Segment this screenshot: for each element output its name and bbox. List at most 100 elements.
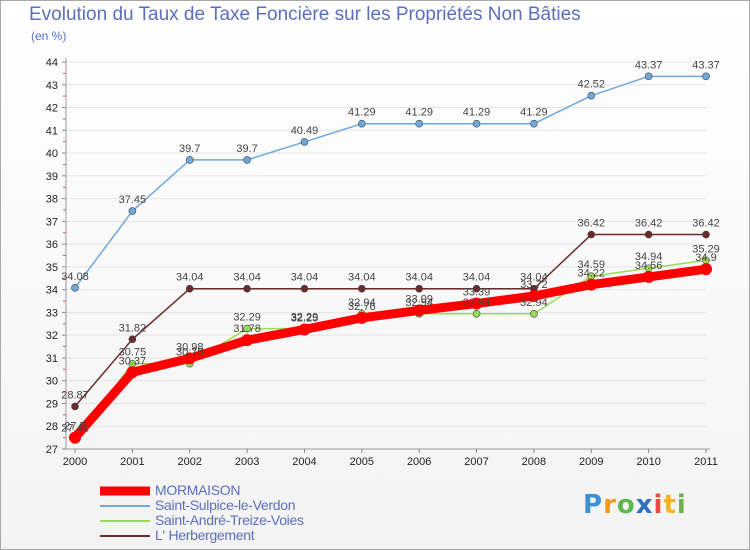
- data-point: [183, 352, 196, 365]
- logo-letter: i: [653, 490, 664, 520]
- data-label: 36.42: [635, 218, 663, 230]
- x-tick-label: 2010: [636, 456, 660, 468]
- legend-swatch: [100, 535, 150, 537]
- data-point: [415, 119, 423, 128]
- data-label: 32.25: [291, 312, 319, 324]
- y-tick-label: 39: [46, 171, 58, 183]
- series-line: [74, 233, 707, 408]
- data-point: [527, 290, 540, 303]
- y-tick-label: 42: [46, 103, 58, 115]
- x-tick-label: 2011: [694, 456, 718, 468]
- unit-label: (en %): [31, 29, 67, 43]
- y-tick-label: 40: [46, 148, 58, 160]
- data-point: [472, 309, 481, 318]
- data-point: [185, 156, 194, 164]
- data-label: 30.98: [176, 341, 204, 353]
- data-label: 34.04: [520, 272, 548, 284]
- y-tick-label: 31: [46, 353, 58, 365]
- data-point: [241, 334, 254, 347]
- data-point: [128, 335, 137, 344]
- data-label: 32.29: [233, 312, 261, 324]
- data-label: 32.94: [463, 297, 491, 309]
- data-label: 28.87: [61, 389, 89, 401]
- data-point: [472, 284, 481, 293]
- data-label: 35.29: [692, 243, 720, 255]
- data-point: [642, 270, 655, 283]
- data-point: [355, 311, 368, 324]
- logo-letter: x: [635, 490, 654, 520]
- logo-letter: i: [676, 490, 687, 520]
- data-label: 32.94: [520, 297, 548, 309]
- y-tick-label: 35: [46, 262, 58, 274]
- data-point: [472, 119, 481, 128]
- y-tick-label: 27: [46, 444, 58, 456]
- legend-label: MORMAISON: [155, 482, 241, 498]
- data-label: 31.82: [119, 322, 147, 334]
- legend-swatch: [100, 486, 150, 496]
- data-point: [587, 91, 596, 100]
- data-label: 41.29: [463, 107, 491, 119]
- y-tick-label: 30: [46, 376, 58, 388]
- data-label: 34.04: [291, 272, 319, 284]
- data-label: 43.37: [635, 59, 663, 71]
- data-label: 36.42: [578, 218, 606, 230]
- logo-letter: P: [583, 490, 604, 520]
- data-label: 39.7: [179, 143, 200, 155]
- data-label: 32.94: [348, 297, 376, 309]
- data-point: [415, 284, 423, 293]
- y-tick-label: 29: [46, 398, 58, 410]
- data-point: [585, 278, 598, 291]
- data-point: [702, 230, 710, 239]
- legend-swatch: [100, 505, 150, 507]
- y-tick-label: 38: [46, 194, 58, 206]
- series-line: [70, 264, 711, 443]
- data-label: 39.7: [236, 143, 257, 155]
- data-point: [185, 284, 194, 293]
- data-point: [243, 156, 251, 164]
- data-label: 33.09: [405, 293, 433, 305]
- data-label: 30.75: [176, 347, 204, 359]
- chart-title: Evolution du Taux de Taxe Foncière sur l…: [29, 4, 581, 25]
- x-tick-label: 2002: [177, 456, 201, 468]
- y-tick-label: 37: [46, 216, 58, 228]
- data-label: 34.56: [635, 260, 663, 272]
- series-line: [74, 75, 707, 289]
- data-label: 42.52: [578, 79, 606, 91]
- data-point: [126, 366, 139, 379]
- data-point: [300, 138, 309, 146]
- data-label: 33.39: [463, 287, 491, 299]
- data-label: 32.76: [348, 301, 376, 313]
- data-point: [298, 323, 311, 336]
- data-label: 41.29: [520, 107, 548, 119]
- data-label: 34.94: [635, 251, 663, 263]
- data-label: 41.29: [348, 107, 376, 119]
- data-point: [530, 119, 538, 128]
- data-point: [587, 230, 596, 239]
- data-label: 34.04: [348, 272, 376, 284]
- data-label: 34.04: [233, 272, 261, 284]
- legend-swatch: [100, 520, 150, 522]
- y-tick-label: 41: [46, 125, 58, 137]
- data-label: 31.78: [233, 323, 261, 335]
- data-point: [644, 72, 653, 81]
- y-tick-label: 43: [46, 80, 58, 92]
- data-label: 40.49: [291, 125, 319, 137]
- data-point: [702, 72, 710, 81]
- data-label: 34.22: [578, 268, 606, 280]
- x-tick-label: 2007: [464, 456, 488, 468]
- data-point: [530, 309, 538, 318]
- data-label: 32.29: [291, 312, 319, 324]
- data-label: 36.42: [692, 218, 720, 230]
- data-label: 37.45: [119, 194, 147, 206]
- data-label: 30.75: [119, 347, 147, 359]
- data-point: [69, 431, 81, 444]
- data-label: 34.9: [695, 252, 716, 264]
- logo-letter: o: [616, 490, 636, 520]
- y-tick-label: 44: [46, 57, 58, 69]
- data-point: [300, 284, 309, 293]
- data-label: 32.94: [405, 297, 433, 309]
- x-tick-label: 2004: [292, 456, 316, 468]
- x-tick-label: 2006: [407, 456, 431, 468]
